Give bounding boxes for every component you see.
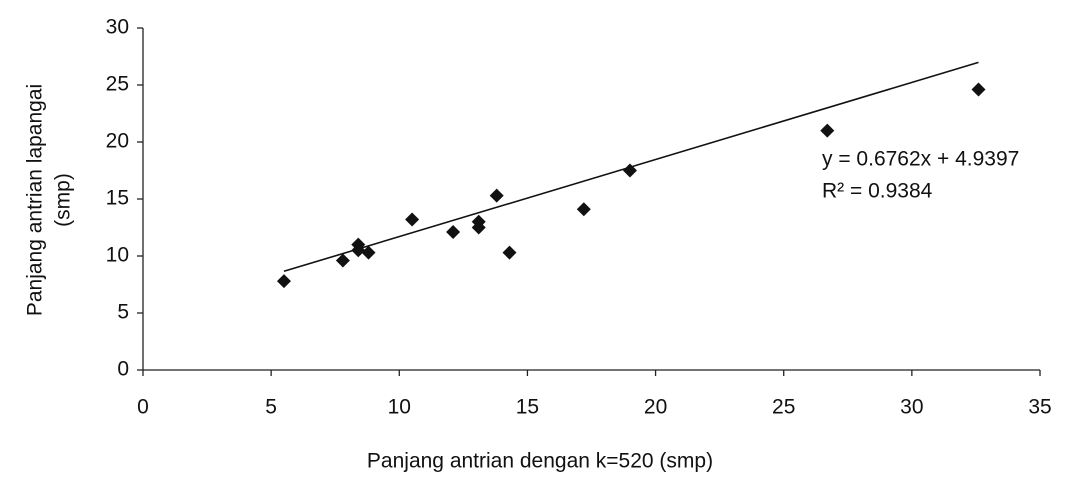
point xyxy=(502,245,517,260)
y-tick-label: 0 xyxy=(117,358,129,381)
y-axis-label: (smp) xyxy=(52,173,75,227)
x-tick-label: 0 xyxy=(137,396,149,419)
equation: y = 0.6762x + 4.9397 xyxy=(822,148,1019,171)
x-tick-label: 5 xyxy=(265,396,277,419)
x-axis-label: Panjang antrian dengan k=520 (smp) xyxy=(367,450,713,473)
x-tick-label: 10 xyxy=(388,396,411,419)
point xyxy=(351,243,366,258)
y-tick-label: 15 xyxy=(106,187,129,210)
point xyxy=(361,245,376,260)
point xyxy=(489,188,504,203)
y-tick-label: 30 xyxy=(106,16,129,39)
point xyxy=(971,82,986,97)
y-tick-label: 25 xyxy=(106,73,129,96)
r-squared: R² = 0.9384 xyxy=(822,180,933,203)
y-tick-label: 10 xyxy=(106,244,129,267)
y-tick-label: 20 xyxy=(106,130,129,153)
point xyxy=(276,274,291,289)
x-tick-label: 30 xyxy=(900,396,923,419)
y-axis-label: Panjang antrian lapangai xyxy=(24,84,47,316)
point xyxy=(820,123,835,138)
point xyxy=(471,220,486,235)
x-tick-label: 20 xyxy=(644,396,667,419)
point xyxy=(405,212,420,227)
point xyxy=(335,253,350,268)
point xyxy=(576,202,591,217)
x-tick-label: 15 xyxy=(516,396,539,419)
point xyxy=(446,225,461,240)
y-tick-label: 5 xyxy=(117,301,129,324)
point xyxy=(622,163,637,178)
x-tick-label: 25 xyxy=(772,396,795,419)
x-tick-label: 35 xyxy=(1028,396,1051,419)
